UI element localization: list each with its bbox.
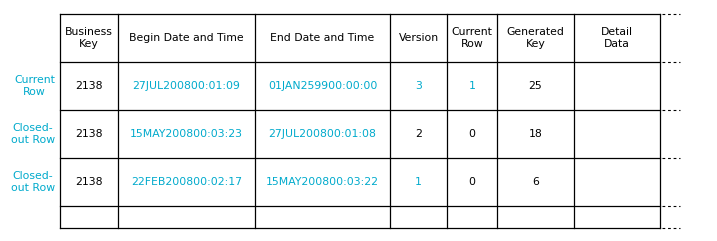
Text: Detail
Data: Detail Data	[601, 27, 633, 49]
Text: Begin Date and Time: Begin Date and Time	[129, 33, 244, 43]
Text: 18: 18	[528, 129, 542, 139]
Text: 27JUL200800:01:08: 27JUL200800:01:08	[269, 129, 376, 139]
Text: 2138: 2138	[75, 81, 103, 91]
Text: 25: 25	[528, 81, 542, 91]
Text: 01JAN259900:00:00: 01JAN259900:00:00	[268, 81, 377, 91]
Text: 15MAY200800:03:22: 15MAY200800:03:22	[266, 177, 379, 187]
Text: 2138: 2138	[75, 177, 103, 187]
Text: 6: 6	[532, 177, 539, 187]
Text: 2: 2	[415, 129, 422, 139]
Text: 1: 1	[415, 177, 422, 187]
Text: Business
Key: Business Key	[65, 27, 113, 49]
Text: 0: 0	[468, 129, 475, 139]
Text: Current
Row: Current Row	[14, 75, 55, 97]
Text: 22FEB200800:02:17: 22FEB200800:02:17	[131, 177, 242, 187]
Text: Generated
Key: Generated Key	[507, 27, 564, 49]
Text: 15MAY200800:03:23: 15MAY200800:03:23	[130, 129, 243, 139]
Text: Closed-
out Row: Closed- out Row	[11, 123, 55, 145]
Text: 1: 1	[469, 81, 475, 91]
Text: 0: 0	[468, 177, 475, 187]
Text: 3: 3	[415, 81, 422, 91]
Text: End Date and Time: End Date and Time	[270, 33, 374, 43]
Text: Closed-
out Row: Closed- out Row	[11, 171, 55, 193]
Text: 2138: 2138	[75, 129, 103, 139]
Text: Current
Row: Current Row	[452, 27, 493, 49]
Text: 27JUL200800:01:09: 27JUL200800:01:09	[133, 81, 240, 91]
Text: Version: Version	[399, 33, 439, 43]
